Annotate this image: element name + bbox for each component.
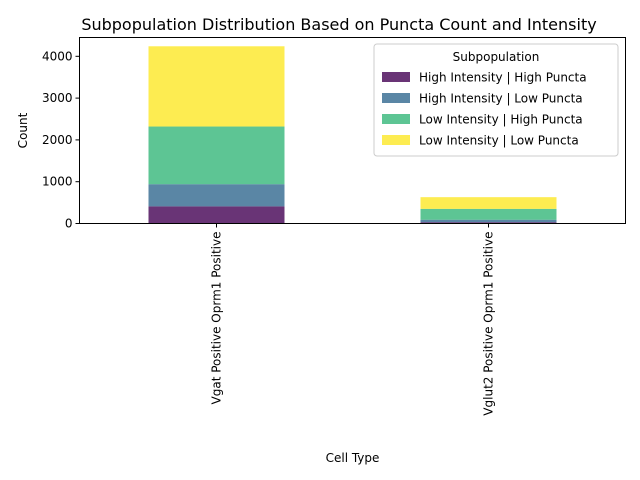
legend-swatch: [382, 93, 410, 103]
plot-frame: [79, 37, 626, 224]
legend-box: [373, 43, 619, 157]
bar-segment: [420, 222, 557, 224]
x-axis-label: Cell Type: [326, 451, 380, 465]
legend-label: High Intensity | Low Puncta: [419, 92, 583, 106]
legend-swatch: [382, 72, 410, 82]
y-tick-label: 2000: [42, 133, 73, 147]
y-tick-label: 0: [65, 217, 73, 231]
bar-segment: [148, 206, 285, 224]
x-tick-label: Vgat Positive Oprm1 Positive: [210, 232, 224, 405]
bar-segment: [148, 126, 285, 185]
y-axis: 0 1000 2000 3000 4000: [42, 49, 80, 231]
y-tick-label: 4000: [42, 49, 73, 63]
legend-swatch: [382, 135, 410, 145]
y-axis-label: Count: [16, 112, 30, 148]
legend-label: Low Intensity | High Puncta: [419, 113, 583, 127]
legend-label: High Intensity | High Puncta: [419, 71, 587, 85]
bar-segment: [420, 219, 557, 223]
x-tick-label: Vglut2 Positive Oprm1 Positive: [482, 232, 496, 416]
legend-entries: High Intensity | High Puncta High Intensi…: [382, 71, 587, 148]
y-tick-label: 3000: [42, 91, 73, 105]
legend-swatch: [382, 114, 410, 124]
y-tick-label: 1000: [42, 175, 73, 189]
bar-segment: [148, 184, 285, 207]
bar-segment: [148, 46, 285, 127]
chart-title: Subpopulation Distribution Based on Punc…: [81, 15, 596, 34]
x-axis: Vgat Positive Oprm1 Positive Vglut2 Posit…: [210, 223, 496, 416]
legend-title: Subpopulation: [453, 50, 540, 64]
bars-layer: [148, 46, 557, 224]
bar-segment: [420, 197, 557, 209]
legend: Subpopulation High Intensity | High Punc…: [373, 43, 619, 157]
bar-segment: [420, 208, 557, 220]
legend-label: Low Intensity | Low Puncta: [419, 134, 579, 148]
